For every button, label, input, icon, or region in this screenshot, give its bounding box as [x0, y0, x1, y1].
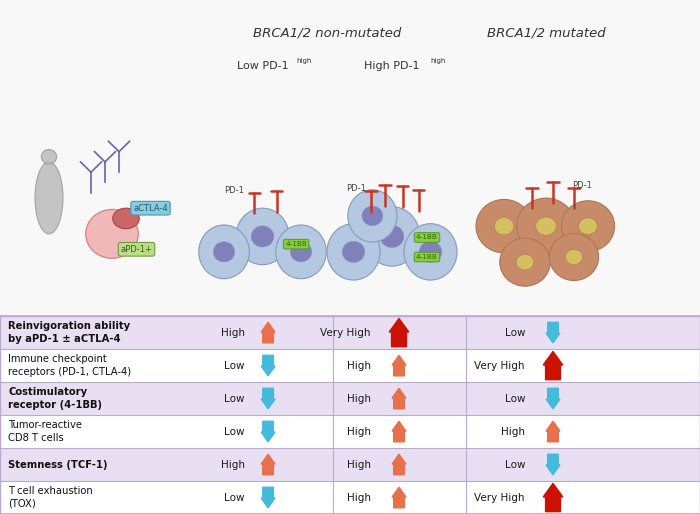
Ellipse shape [536, 217, 556, 235]
FancyBboxPatch shape [0, 349, 700, 382]
Text: Low: Low [505, 460, 525, 469]
Ellipse shape [476, 199, 532, 253]
Text: Very High: Very High [475, 361, 525, 371]
Text: High: High [347, 394, 371, 403]
Text: Immune checkpoint
receptors (PD-1, CTLA-4): Immune checkpoint receptors (PD-1, CTLA-… [8, 354, 132, 377]
Polygon shape [392, 487, 406, 508]
Text: High: High [221, 460, 245, 469]
Text: high: high [296, 58, 312, 64]
Polygon shape [392, 421, 406, 442]
Text: 4-1BB: 4-1BB [416, 234, 438, 241]
Polygon shape [392, 454, 406, 475]
Ellipse shape [236, 208, 289, 265]
Text: Very High: Very High [475, 492, 525, 503]
Ellipse shape [85, 210, 139, 258]
Text: Low PD-1: Low PD-1 [237, 61, 288, 71]
Ellipse shape [516, 254, 534, 270]
FancyBboxPatch shape [0, 481, 700, 514]
Text: aCTLA-4: aCTLA-4 [133, 204, 168, 213]
FancyBboxPatch shape [0, 382, 700, 415]
Text: High: High [347, 427, 371, 436]
Ellipse shape [494, 217, 514, 235]
Text: 4-1BB: 4-1BB [285, 241, 307, 247]
FancyBboxPatch shape [0, 316, 700, 349]
Ellipse shape [419, 241, 442, 263]
Ellipse shape [380, 225, 404, 248]
Polygon shape [546, 322, 560, 343]
Text: high: high [430, 58, 446, 64]
Polygon shape [389, 319, 409, 347]
Text: High: High [221, 327, 245, 338]
Polygon shape [546, 454, 560, 475]
Text: Low: Low [225, 427, 245, 436]
Polygon shape [392, 388, 406, 409]
Ellipse shape [41, 150, 57, 164]
Text: PD-1: PD-1 [346, 183, 366, 193]
Ellipse shape [214, 242, 235, 262]
Ellipse shape [550, 233, 598, 281]
Text: PD-1: PD-1 [224, 186, 244, 195]
Text: High: High [347, 460, 371, 469]
Text: Low: Low [505, 394, 525, 403]
Text: Reinvigoration ability
by aPD-1 ± aCTLA-4: Reinvigoration ability by aPD-1 ± aCTLA-… [8, 321, 130, 344]
Ellipse shape [251, 226, 274, 247]
Polygon shape [261, 487, 275, 508]
Ellipse shape [404, 224, 457, 280]
Ellipse shape [276, 225, 326, 279]
Ellipse shape [517, 198, 575, 254]
Text: BRCA1/2 mutated: BRCA1/2 mutated [486, 27, 606, 40]
Ellipse shape [579, 218, 597, 234]
Text: High: High [347, 361, 371, 371]
Polygon shape [543, 483, 563, 511]
Ellipse shape [199, 225, 249, 279]
Ellipse shape [362, 206, 383, 226]
Text: PD-1: PD-1 [573, 181, 592, 190]
Text: Very High: Very High [321, 327, 371, 338]
Text: T cell exhaustion
(TOX): T cell exhaustion (TOX) [8, 486, 93, 509]
Ellipse shape [566, 249, 582, 265]
Text: BRCA1/2 non-mutated: BRCA1/2 non-mutated [253, 27, 401, 40]
Ellipse shape [113, 208, 139, 229]
Ellipse shape [500, 238, 550, 286]
Polygon shape [261, 454, 275, 475]
Text: Low: Low [505, 327, 525, 338]
Ellipse shape [35, 162, 63, 234]
Ellipse shape [342, 241, 365, 263]
Polygon shape [261, 355, 275, 376]
Ellipse shape [290, 242, 312, 262]
Ellipse shape [348, 190, 397, 242]
Text: aPD-1+: aPD-1+ [120, 245, 153, 254]
Text: Low: Low [225, 361, 245, 371]
Polygon shape [392, 355, 406, 376]
Polygon shape [546, 388, 560, 409]
FancyBboxPatch shape [0, 448, 700, 481]
Text: High: High [347, 492, 371, 503]
Ellipse shape [364, 207, 420, 266]
Text: High PD-1: High PD-1 [364, 61, 420, 71]
Text: High: High [501, 427, 525, 436]
Text: Low: Low [225, 492, 245, 503]
Text: Costimulatory
receptor (4-1BB): Costimulatory receptor (4-1BB) [8, 388, 102, 410]
Text: Stemness (TCF-1): Stemness (TCF-1) [8, 460, 108, 469]
Ellipse shape [327, 224, 380, 280]
FancyBboxPatch shape [0, 415, 700, 448]
Polygon shape [261, 322, 275, 343]
Polygon shape [546, 421, 560, 442]
Text: Tumor-reactive
CD8 T cells: Tumor-reactive CD8 T cells [8, 420, 83, 443]
Ellipse shape [561, 201, 615, 251]
Polygon shape [543, 352, 563, 380]
Polygon shape [261, 421, 275, 442]
Text: Low: Low [225, 394, 245, 403]
Polygon shape [261, 388, 275, 409]
Text: 4-1BB: 4-1BB [416, 254, 438, 260]
